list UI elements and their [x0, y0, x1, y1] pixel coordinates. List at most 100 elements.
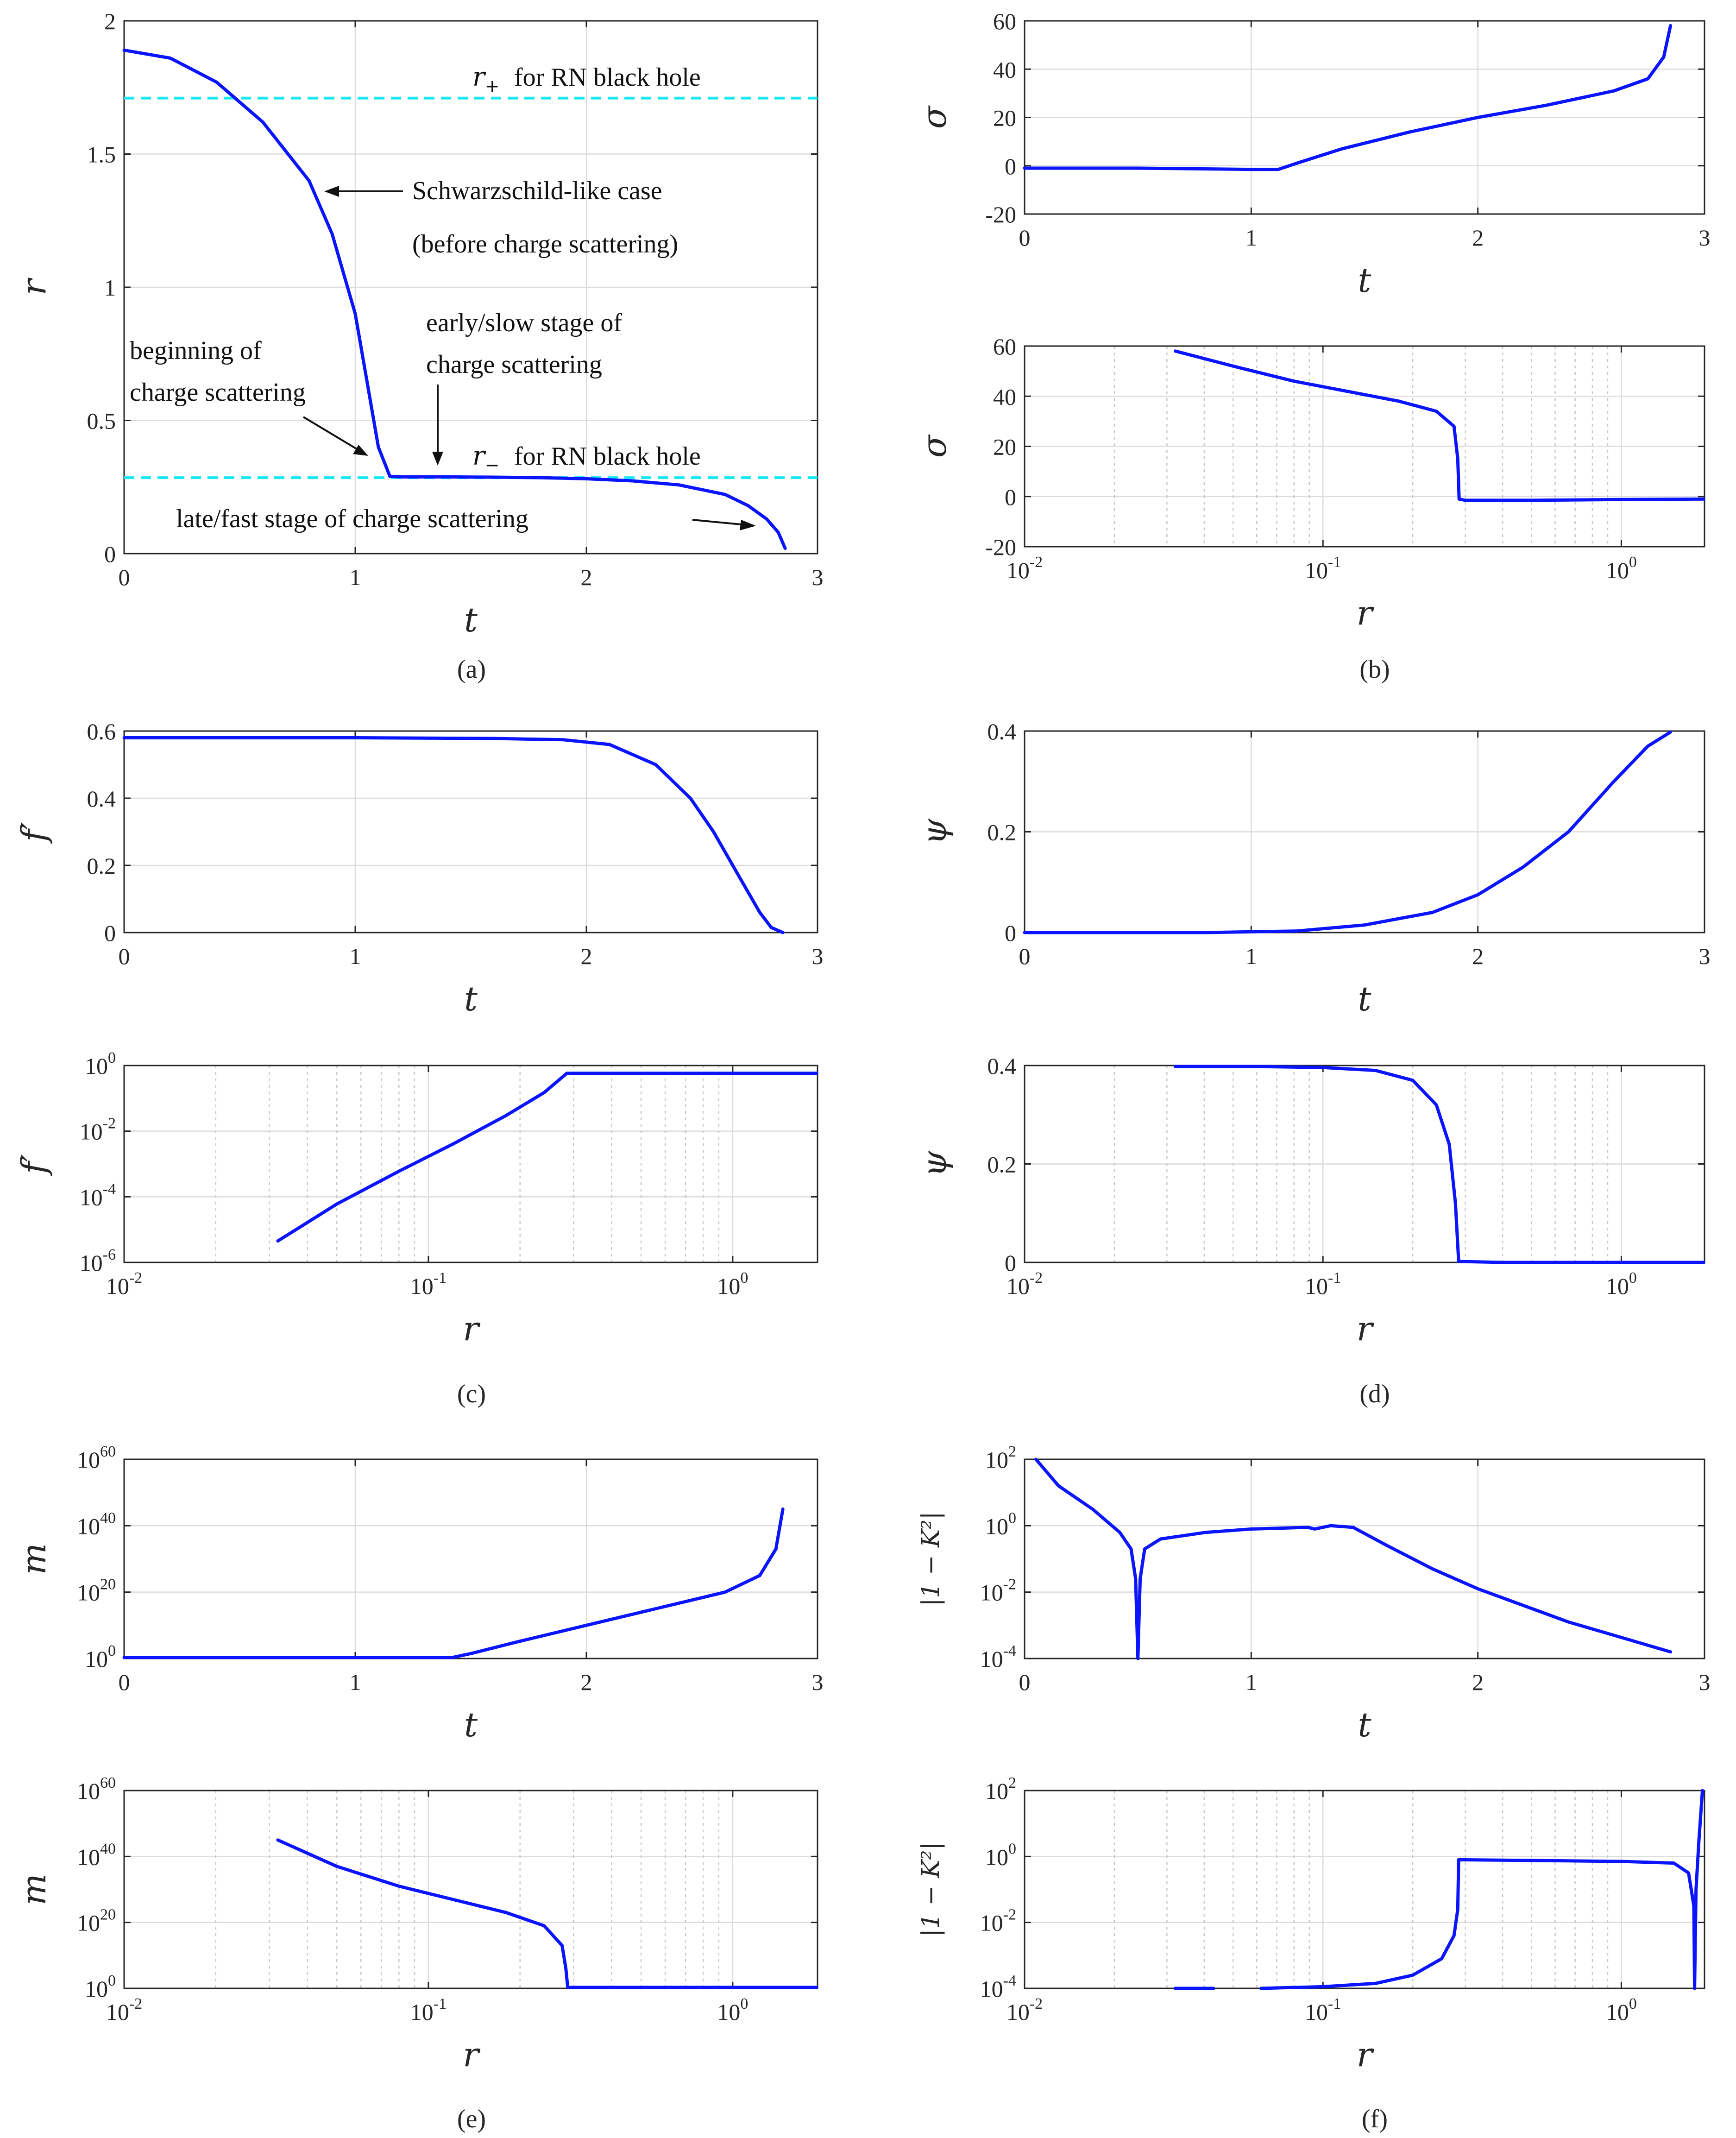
- annotation-late-stage: late/fast stage of charge scattering: [176, 505, 528, 533]
- y-tick-label: 0: [1005, 920, 1016, 946]
- x-tick-label: 3: [1699, 1669, 1711, 1695]
- y-axis-label: σ: [915, 434, 954, 458]
- y-tick-label: 0.4: [87, 786, 116, 812]
- chart-e_bottom: 10-2 10-1 100 100 1020 1040 1060 r m: [14, 1774, 818, 2074]
- x-tick-label: 10-1: [1305, 554, 1341, 583]
- annotation-charge-scattering-1: charge scattering: [130, 378, 306, 407]
- y-tick-label: 0.5: [87, 408, 116, 434]
- x-tick-label: 100: [1606, 1269, 1637, 1299]
- x-tick-label: 100: [1606, 1995, 1637, 2025]
- x-tick-label: 0: [119, 943, 130, 969]
- arrow-beginning: [302, 416, 360, 451]
- y-tick-label: 0: [104, 920, 116, 946]
- annotation-before-scattering: (before charge scattering): [412, 230, 678, 259]
- x-tick-label: 1: [350, 564, 361, 590]
- chart-d_bottom: 10-2 10-1 100 0 0.2 0.4 r ψ: [915, 1053, 1705, 1348]
- y-tick-label: 100: [985, 1509, 1016, 1539]
- series-d_top-0: [1023, 730, 1673, 934]
- x-tick-label: 2: [581, 943, 592, 969]
- axes-frame: [123, 730, 818, 933]
- arrow-late-stage: [692, 519, 746, 526]
- x-tick-label: 100: [717, 1995, 748, 2025]
- y-axis-label: f′: [14, 1154, 53, 1176]
- caption-e: (e): [457, 2105, 486, 2133]
- y-tick-label: -20: [985, 202, 1016, 227]
- y-tick-label: 102: [985, 1443, 1016, 1473]
- y-tick-label: 100: [85, 1642, 116, 1672]
- series-f_top-0: [1034, 1457, 1673, 1660]
- y-tick-label: 1060: [77, 1443, 116, 1473]
- x-tick-label: 0: [1019, 225, 1031, 251]
- y-tick-label: 0: [1005, 153, 1016, 179]
- y-tick-label: 40: [993, 57, 1016, 82]
- y-tick-label: 10-4: [80, 1180, 116, 1210]
- r-minus-symbol: r−: [472, 441, 500, 475]
- x-tick-label: 10-1: [410, 1269, 447, 1299]
- x-axis-label: r: [463, 1309, 480, 1348]
- x-axis-label: t: [1358, 1705, 1372, 1744]
- x-tick-label: 10-2: [1006, 1269, 1043, 1299]
- series-e_bottom-0: [276, 1838, 818, 1989]
- x-tick-label: 0: [119, 564, 130, 590]
- y-tick-label: 10-2: [980, 1906, 1016, 1936]
- x-tick-label: 3: [1699, 943, 1711, 969]
- y-tick-label: 60: [993, 8, 1016, 34]
- axes-frame: [123, 1790, 818, 1989]
- x-tick-label: 10-2: [106, 1995, 142, 2025]
- y-tick-label: 102: [985, 1774, 1016, 1804]
- x-tick-label: 3: [1699, 225, 1711, 251]
- y-tick-label: 2: [104, 8, 116, 34]
- arrowhead-schwarzschild: [324, 186, 339, 197]
- r-plus-label: for RN black hole: [514, 63, 701, 92]
- y-tick-label: 10-2: [980, 1576, 1016, 1606]
- arrowhead-early-stage: [432, 452, 443, 466]
- y-tick-label: 0.2: [988, 1152, 1017, 1178]
- y-tick-label: 20: [993, 434, 1016, 460]
- series-a-0: [122, 48, 787, 550]
- x-tick-label: 100: [717, 1269, 748, 1299]
- x-tick-label: 3: [812, 943, 824, 969]
- y-axis-label: ψ: [915, 1150, 954, 1177]
- y-axis-label: ψ: [915, 818, 954, 845]
- x-tick-label: 1: [350, 943, 361, 969]
- series-b_bottom-0: [1173, 349, 1705, 502]
- y-tick-label: 1.5: [87, 142, 116, 168]
- y-tick-label: 40: [993, 384, 1016, 410]
- y-tick-label: 1060: [77, 1774, 116, 1804]
- y-tick-label: 1040: [77, 1840, 116, 1870]
- y-tick-label: 1: [104, 275, 116, 301]
- y-tick-label: 0.4: [988, 719, 1017, 744]
- chart-f_top: 0 1 2 3 10-4 10-2 100 102 t |1 − K²|: [917, 1443, 1711, 1744]
- chart-b_bottom: 10-2 10-1 100 -20 0 20 40 60 r σ: [915, 334, 1705, 632]
- y-tick-label: 0.6: [87, 719, 116, 744]
- annotation-charge-scattering-2: charge scattering: [426, 350, 602, 379]
- x-axis-label: t: [464, 1705, 478, 1744]
- y-tick-label: 0.2: [988, 820, 1017, 845]
- series-c_bottom-0: [276, 1072, 818, 1243]
- annotation-schwarzschild: Schwarzschild-like case: [412, 177, 662, 205]
- x-tick-label: 10-2: [1006, 554, 1043, 583]
- axes-frame: [1024, 1790, 1705, 1989]
- y-axis-label: r: [14, 277, 53, 295]
- series-f_bottom-1: [1259, 1789, 1704, 1990]
- y-tick-label: 0: [1005, 1250, 1016, 1276]
- y-axis-label: f′: [14, 822, 53, 844]
- y-tick-label: 1020: [77, 1576, 116, 1606]
- caption-a: (a): [457, 655, 486, 684]
- y-tick-label: 1020: [77, 1906, 116, 1936]
- y-axis-label: σ: [915, 105, 954, 129]
- x-tick-label: 2: [581, 564, 592, 590]
- x-tick-label: 10-2: [106, 1269, 142, 1299]
- x-tick-label: 0: [1019, 1669, 1031, 1695]
- x-tick-label: 1: [1245, 1669, 1257, 1695]
- y-axis-label: |1 − K²|: [917, 1842, 945, 1936]
- x-axis-label: t: [464, 600, 478, 639]
- panel-a-annotations: r+ for RN black hole r− for RN black hol…: [130, 62, 756, 533]
- x-axis-label: r: [463, 2035, 480, 2074]
- y-tick-label: -20: [985, 534, 1016, 560]
- y-tick-label: 10-6: [80, 1246, 116, 1276]
- x-axis-label: t: [464, 979, 478, 1018]
